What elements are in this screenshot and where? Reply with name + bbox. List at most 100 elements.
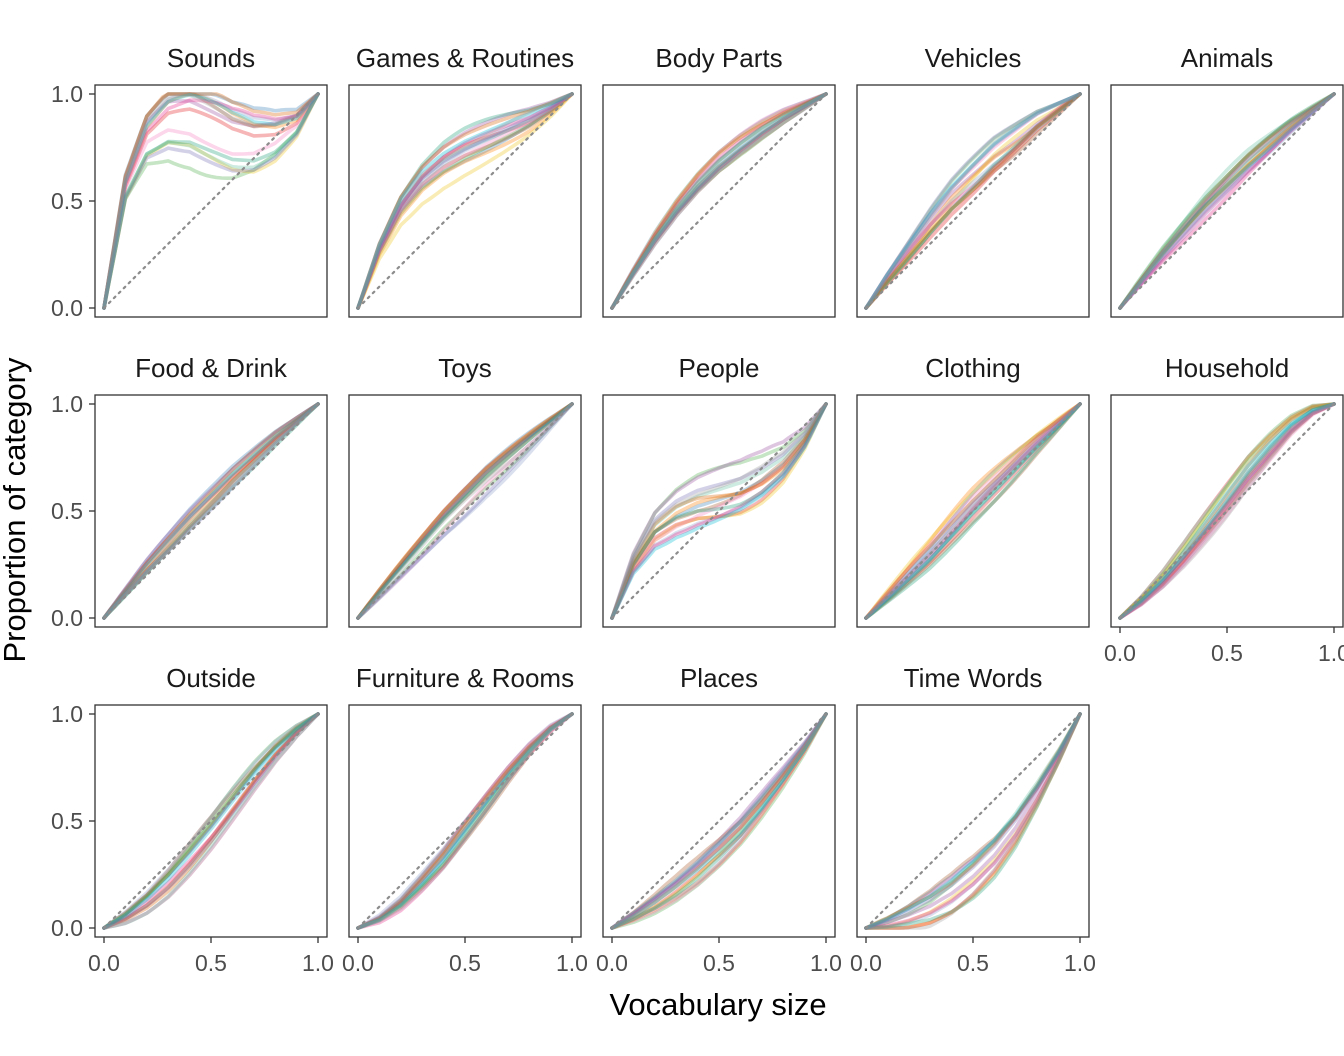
series-line	[610, 92, 828, 310]
series-line	[356, 92, 574, 310]
x-tick-label: 0.0	[1104, 640, 1136, 666]
series-line	[610, 402, 828, 620]
series-line	[356, 402, 574, 620]
facet-curves	[356, 712, 574, 930]
series-line	[610, 92, 828, 310]
facet-title: Animals	[1181, 43, 1273, 73]
series-line	[610, 92, 828, 310]
series-line	[1118, 402, 1336, 620]
facet-curves	[610, 402, 828, 620]
facet-title: Time Words	[904, 663, 1043, 693]
series-line	[864, 92, 1082, 310]
series-line	[610, 712, 828, 930]
series-line	[102, 92, 320, 310]
series-line	[864, 92, 1082, 310]
series-line	[864, 712, 1082, 930]
facet-panel: Sounds 0.0 0.5 1.0	[51, 43, 328, 321]
facet-curves	[864, 92, 1082, 310]
series-line	[102, 92, 320, 310]
series-line	[102, 402, 320, 620]
panel-border	[602, 394, 836, 628]
facet-title: Vehicles	[925, 43, 1022, 73]
series-line	[102, 402, 320, 620]
series-line	[864, 402, 1082, 620]
x-axis-title: Vocabulary size	[609, 987, 826, 1022]
series-line	[864, 92, 1082, 310]
series-line	[102, 402, 320, 620]
series-line	[864, 712, 1082, 930]
series-line	[102, 92, 320, 310]
facet-title: Food & Drink	[135, 353, 288, 383]
series-line	[356, 712, 574, 930]
series-line	[102, 402, 320, 620]
series-line	[1118, 402, 1336, 620]
identity-reference-line	[610, 712, 828, 930]
series-line	[102, 92, 320, 310]
series-line	[610, 402, 828, 620]
series-line	[610, 402, 828, 620]
series-line	[356, 712, 574, 930]
series-line	[102, 712, 320, 930]
x-tick-label: 1.0	[556, 950, 588, 976]
y-tick-label: 0.0	[51, 915, 83, 941]
series-line	[1118, 402, 1336, 620]
series-line	[610, 402, 828, 620]
facet-panel: People	[602, 353, 836, 628]
series-line	[864, 92, 1082, 310]
series-line	[1118, 402, 1336, 620]
series-line	[102, 92, 320, 310]
series-line	[102, 712, 320, 930]
series-line	[610, 92, 828, 310]
x-tick-label: 0.0	[342, 950, 374, 976]
facet-panel: Vehicles	[856, 43, 1090, 318]
series-line	[356, 92, 574, 310]
x-tick-label: 1.0	[810, 950, 842, 976]
series-line	[864, 712, 1082, 930]
series-line	[610, 712, 828, 930]
series-line	[610, 92, 828, 310]
series-line	[864, 712, 1082, 930]
identity-reference-line	[864, 402, 1082, 620]
x-tick-label: 0.5	[1211, 640, 1243, 666]
series-line	[102, 712, 320, 930]
series-line	[610, 712, 828, 930]
series-line	[864, 92, 1082, 310]
series-line	[610, 712, 828, 930]
series-line	[102, 92, 320, 310]
series-line	[102, 92, 320, 310]
series-line	[610, 402, 828, 620]
facet-title: Clothing	[925, 353, 1020, 383]
series-line	[356, 402, 574, 620]
series-line	[102, 712, 320, 930]
series-line	[610, 712, 828, 930]
series-line	[864, 92, 1082, 310]
identity-reference-line	[1118, 402, 1336, 620]
series-line	[610, 712, 828, 930]
facet-title: Outside	[166, 663, 256, 693]
identity-reference-line	[610, 92, 828, 310]
series-line	[610, 712, 828, 930]
series-line	[356, 712, 574, 930]
series-line	[864, 92, 1082, 310]
series-line	[356, 402, 574, 620]
series-line	[102, 402, 320, 620]
facet-panel: Body Parts	[602, 43, 836, 318]
series-line	[864, 92, 1082, 310]
x-tick-label: 0.5	[957, 950, 989, 976]
series-line	[610, 402, 828, 620]
series-line	[102, 92, 320, 310]
series-line	[356, 712, 574, 930]
series-line	[1118, 92, 1336, 310]
series-line	[356, 402, 574, 620]
series-line	[864, 402, 1082, 620]
series-line	[864, 712, 1082, 930]
y-tick-label: 0.5	[51, 188, 83, 214]
series-line	[356, 402, 574, 620]
series-line	[864, 92, 1082, 310]
series-line	[102, 712, 320, 930]
y-tick-label: 0.5	[51, 498, 83, 524]
x-tick-label: 0.5	[195, 950, 227, 976]
facet-panel: Animals	[1110, 43, 1344, 318]
facet-curves	[102, 92, 320, 310]
facet-curves	[102, 712, 320, 930]
